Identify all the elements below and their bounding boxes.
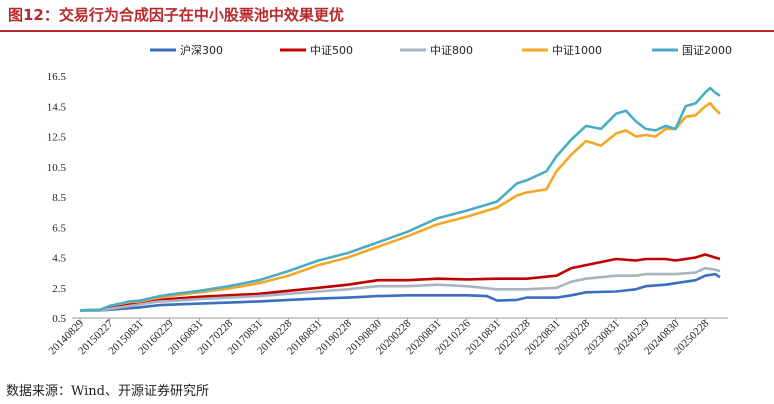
- y-tick-label: 10.5: [47, 162, 67, 174]
- y-tick-label: 14.5: [47, 101, 67, 113]
- legend: 沪深300 中证500 中证800 中证1000 国证2000: [150, 43, 732, 57]
- y-tick-label: 4.5: [52, 253, 66, 265]
- y-tick-label: 6.5: [52, 222, 66, 234]
- y-tick-label: 2.5: [52, 283, 66, 295]
- figure-title: 图12：交易行为合成因子在中小股票池中效果更优: [8, 6, 344, 24]
- legend-label: 沪深300: [180, 43, 223, 57]
- series-line-5: [79, 86, 721, 312]
- y-tick-label: 12.5: [47, 132, 67, 144]
- y-tick-label: 0.5: [52, 313, 66, 325]
- source-note: 数据来源：Wind、开源证券研究所: [6, 384, 209, 399]
- y-tick-label: 16.5: [47, 71, 67, 83]
- title-rule: [0, 30, 774, 32]
- legend-label: 中证500: [310, 44, 353, 57]
- x-axis: 2014082920150227201508312016022920160831…: [47, 317, 728, 357]
- legend-label: 中证800: [430, 44, 473, 57]
- line-chart: 沪深300 中证500 中证800 中证1000 国证2000 0.5 2.5 4.5 6.5…: [47, 43, 732, 357]
- series-line-1: [80, 272, 721, 312]
- plot-lines: [79, 86, 721, 312]
- legend-label: 中证1000: [552, 44, 602, 57]
- y-axis: 0.5 2.5 4.5 6.5 8.5 10.5 12.5 14.5 16.5: [47, 71, 67, 325]
- series-line-3: [80, 266, 721, 312]
- y-tick-label: 8.5: [52, 192, 66, 204]
- legend-label: 国证2000: [682, 44, 732, 57]
- series-line-2: [79, 253, 721, 312]
